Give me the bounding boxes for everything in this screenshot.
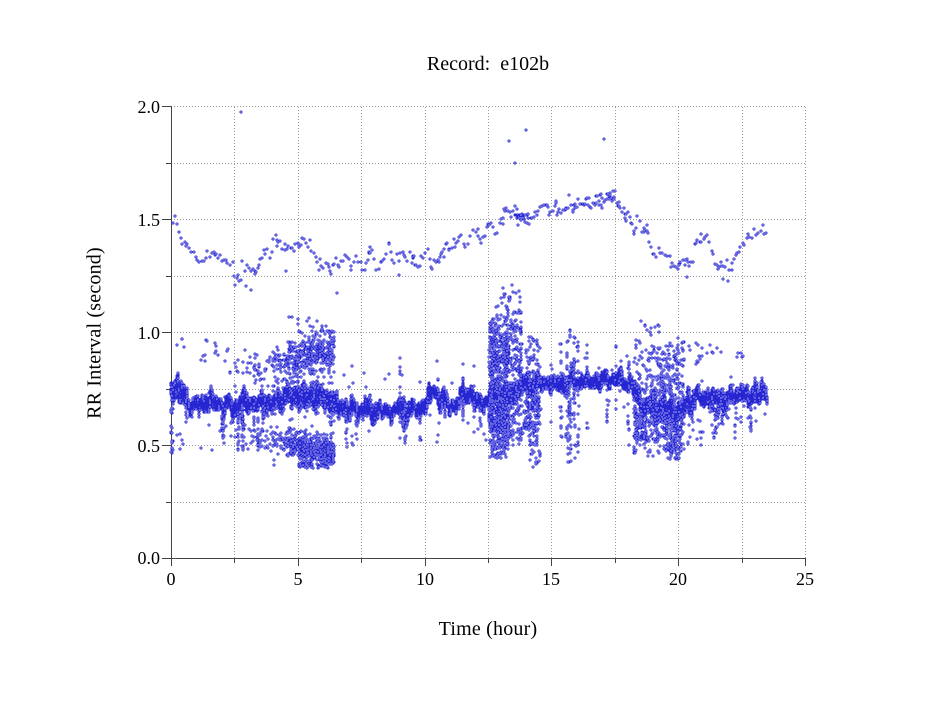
svg-text:5: 5 — [294, 569, 303, 589]
svg-text:1.0: 1.0 — [138, 323, 161, 343]
svg-text:0.5: 0.5 — [138, 436, 161, 456]
svg-text:0: 0 — [167, 569, 176, 589]
svg-text:15: 15 — [542, 569, 560, 589]
svg-text:RR Interval (second): RR Interval (second) — [84, 247, 106, 419]
svg-text:2.0: 2.0 — [138, 97, 161, 117]
svg-text:Time (hour): Time (hour) — [439, 618, 538, 640]
svg-text:25: 25 — [796, 569, 814, 589]
svg-text:10: 10 — [416, 569, 434, 589]
svg-text:Record: e102b: Record: e102b — [427, 53, 549, 75]
svg-text:0.0: 0.0 — [138, 548, 161, 568]
svg-text:20: 20 — [669, 569, 687, 589]
svg-text:1.5: 1.5 — [138, 210, 161, 230]
